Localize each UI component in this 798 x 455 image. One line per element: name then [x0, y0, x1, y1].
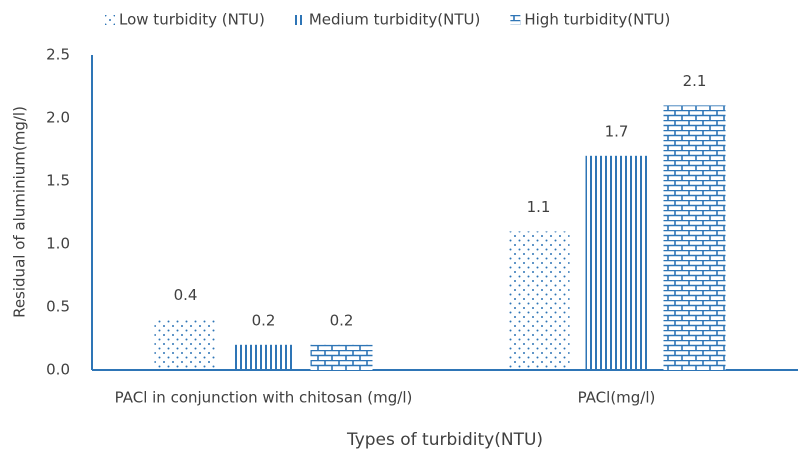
legend-swatch: [510, 15, 521, 25]
bar: [663, 105, 726, 371]
x-tick-label: PACl(mg/l): [578, 389, 656, 407]
y-tick-label: 0.5: [46, 298, 70, 316]
data-label: 1.7: [605, 122, 629, 140]
data-label: 1.1: [527, 198, 551, 216]
bar: [310, 344, 373, 370]
data-label: 2.1: [683, 72, 707, 90]
bar: [507, 231, 570, 370]
y-tick-label: 2.5: [46, 46, 70, 64]
y-tick-label: 0.0: [46, 361, 70, 379]
y-axis-label: Residual of aluminium(mg/l): [11, 106, 29, 318]
y-tick-label: 1.0: [46, 235, 70, 253]
x-tick-label: PACl in conjunction with chitosan (mg/l): [115, 389, 413, 407]
data-label: 0.2: [252, 311, 276, 329]
legend-label: Medium turbidity(NTU): [309, 11, 481, 29]
legend-label: Low turbidity (NTU): [119, 11, 265, 29]
y-tick-label: 2.0: [46, 109, 70, 127]
legend-swatch: [294, 15, 305, 25]
x-axis-label: Types of turbidity(NTU): [346, 430, 543, 450]
data-label: 0.2: [330, 311, 354, 329]
bar: [154, 319, 217, 370]
bar: [232, 344, 295, 370]
legend-label: High turbidity(NTU): [524, 11, 670, 29]
data-label: 0.4: [174, 286, 198, 304]
legend-swatch: [105, 15, 115, 25]
bar: [585, 155, 648, 370]
y-tick-label: 1.5: [46, 172, 70, 190]
